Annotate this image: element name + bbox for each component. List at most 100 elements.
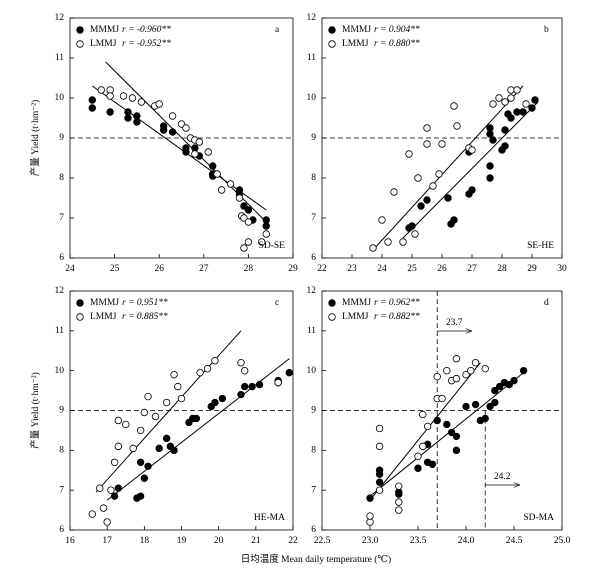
data-point bbox=[419, 442, 427, 451]
x-tick-label: 22.5 bbox=[314, 536, 331, 546]
data-point bbox=[452, 374, 461, 383]
y-tick-label: 6 bbox=[59, 525, 64, 535]
data-point bbox=[468, 186, 476, 194]
legend-stat: r = 0.880** bbox=[374, 39, 420, 49]
data-point bbox=[88, 96, 96, 104]
data-point bbox=[450, 216, 458, 224]
threshold-label: 23.7 bbox=[446, 318, 463, 328]
legend-marker bbox=[328, 313, 336, 321]
data-point bbox=[486, 162, 494, 170]
y-tick-label: 11 bbox=[307, 326, 316, 336]
data-point bbox=[203, 364, 212, 373]
data-point bbox=[423, 422, 432, 431]
site-label: SD-SE bbox=[259, 241, 286, 251]
y-tick-label: 11 bbox=[55, 326, 64, 336]
data-point bbox=[471, 400, 480, 409]
data-point bbox=[495, 382, 504, 391]
data-point bbox=[528, 104, 536, 112]
data-point bbox=[211, 398, 219, 407]
data-point bbox=[204, 148, 212, 156]
data-point bbox=[262, 222, 270, 230]
data-point bbox=[88, 104, 96, 112]
data-point bbox=[495, 94, 503, 102]
data-point bbox=[462, 370, 470, 379]
x-tick-label: 30 bbox=[557, 264, 567, 274]
data-point bbox=[395, 498, 403, 506]
data-point bbox=[501, 98, 509, 106]
legend-marker bbox=[328, 40, 336, 48]
data-point bbox=[369, 244, 377, 252]
data-point bbox=[262, 230, 270, 238]
data-point bbox=[182, 124, 190, 132]
data-point bbox=[423, 196, 431, 204]
panel-label: d bbox=[544, 298, 549, 308]
data-point bbox=[428, 460, 437, 468]
threshold-label: 24.2 bbox=[494, 472, 511, 482]
x-tick-label: 25 bbox=[407, 264, 417, 274]
data-point bbox=[414, 174, 422, 182]
panel-label: b bbox=[544, 25, 549, 35]
x-tick-label: 22 bbox=[317, 264, 327, 274]
data-point bbox=[501, 126, 509, 134]
y-tick-label: 9 bbox=[311, 406, 316, 416]
data-point bbox=[519, 108, 527, 116]
legend-stat: r = -0.960** bbox=[122, 25, 171, 35]
data-point bbox=[211, 357, 219, 365]
data-point bbox=[110, 492, 119, 500]
data-point bbox=[375, 442, 384, 451]
data-point bbox=[151, 412, 160, 421]
legend-stat: r = -0.952** bbox=[122, 39, 171, 49]
legend-label: LMMJ bbox=[342, 312, 369, 322]
data-point bbox=[491, 386, 499, 395]
y-tick-label: 10 bbox=[55, 93, 65, 103]
legend-stat: r = 0.951** bbox=[122, 298, 168, 308]
y-tick-label: 7 bbox=[59, 213, 64, 223]
data-point bbox=[162, 398, 171, 407]
data-point bbox=[486, 402, 494, 411]
x-tick-label: 26 bbox=[154, 264, 164, 274]
y-tick-label: 12 bbox=[55, 13, 65, 23]
data-point bbox=[136, 492, 145, 500]
data-point bbox=[462, 402, 470, 411]
data-point bbox=[452, 432, 461, 441]
y-tick-label: 6 bbox=[311, 253, 316, 263]
x-tick-label: 19 bbox=[177, 536, 187, 546]
data-point bbox=[522, 100, 530, 108]
x-tick-label: 17 bbox=[102, 536, 112, 546]
x-tick-label: 25 bbox=[110, 264, 120, 274]
legend-label: MMMJ bbox=[342, 298, 371, 308]
data-point bbox=[144, 462, 152, 470]
site-label: HE-MA bbox=[254, 513, 285, 523]
data-point bbox=[489, 136, 497, 144]
data-point bbox=[450, 102, 458, 110]
regression-line bbox=[106, 358, 290, 501]
data-point bbox=[375, 424, 384, 433]
data-point bbox=[192, 414, 201, 423]
x-tick-label: 29 bbox=[288, 264, 298, 274]
data-point bbox=[408, 222, 416, 230]
x-tick-label: 27 bbox=[199, 264, 209, 274]
data-point bbox=[384, 238, 392, 246]
data-point bbox=[235, 194, 244, 202]
data-point bbox=[144, 392, 152, 401]
x-tick-label: 20 bbox=[214, 536, 224, 546]
data-point bbox=[240, 382, 249, 391]
y-tick-label: 9 bbox=[311, 133, 316, 143]
data-point bbox=[99, 504, 108, 512]
x-tick-label: 23 bbox=[347, 264, 357, 274]
data-point bbox=[486, 174, 494, 182]
data-point bbox=[244, 238, 253, 246]
data-point bbox=[88, 510, 96, 518]
panel-label: a bbox=[275, 25, 280, 35]
data-point bbox=[390, 188, 398, 196]
data-point bbox=[375, 478, 384, 486]
regression-line bbox=[369, 362, 481, 501]
data-point bbox=[438, 394, 446, 403]
data-point bbox=[435, 170, 443, 178]
x-tick-label: 23.0 bbox=[362, 536, 379, 546]
site-label: SD-MA bbox=[523, 513, 554, 523]
data-point bbox=[133, 112, 141, 120]
x-tick-label: 24 bbox=[65, 264, 75, 274]
y-tick-label: 12 bbox=[55, 286, 65, 296]
legend-stat: r = 0.904** bbox=[374, 25, 420, 35]
